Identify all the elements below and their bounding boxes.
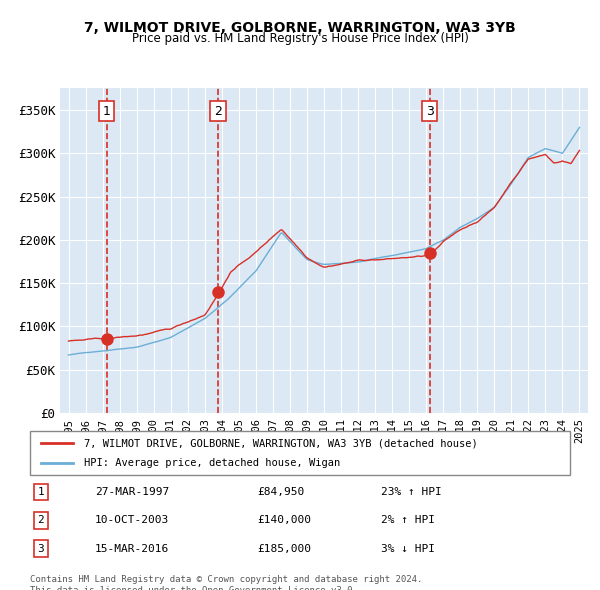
Text: 7, WILMOT DRIVE, GOLBORNE, WARRINGTON, WA3 3YB: 7, WILMOT DRIVE, GOLBORNE, WARRINGTON, W… (84, 21, 516, 35)
Text: 2: 2 (37, 515, 44, 525)
Text: 1: 1 (103, 104, 110, 118)
Text: £140,000: £140,000 (257, 515, 311, 525)
Text: 2% ↑ HPI: 2% ↑ HPI (381, 515, 435, 525)
Text: Contains HM Land Registry data © Crown copyright and database right 2024.
This d: Contains HM Land Registry data © Crown c… (30, 575, 422, 590)
Text: 3: 3 (426, 104, 434, 118)
Text: Price paid vs. HM Land Registry's House Price Index (HPI): Price paid vs. HM Land Registry's House … (131, 32, 469, 45)
Text: 23% ↑ HPI: 23% ↑ HPI (381, 487, 442, 497)
Text: 27-MAR-1997: 27-MAR-1997 (95, 487, 169, 497)
Text: 3% ↓ HPI: 3% ↓ HPI (381, 543, 435, 553)
Text: 15-MAR-2016: 15-MAR-2016 (95, 543, 169, 553)
Text: HPI: Average price, detached house, Wigan: HPI: Average price, detached house, Wiga… (84, 458, 340, 467)
FancyBboxPatch shape (30, 431, 570, 475)
Text: 10-OCT-2003: 10-OCT-2003 (95, 515, 169, 525)
Text: 1: 1 (37, 487, 44, 497)
Text: 2: 2 (214, 104, 222, 118)
Text: 3: 3 (37, 543, 44, 553)
Text: £84,950: £84,950 (257, 487, 304, 497)
Text: £185,000: £185,000 (257, 543, 311, 553)
Text: 7, WILMOT DRIVE, GOLBORNE, WARRINGTON, WA3 3YB (detached house): 7, WILMOT DRIVE, GOLBORNE, WARRINGTON, W… (84, 438, 478, 448)
